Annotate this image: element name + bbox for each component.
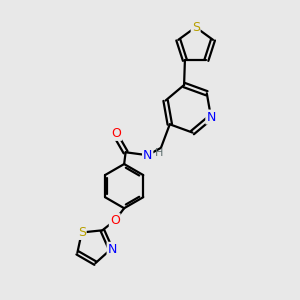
Text: O: O: [111, 127, 121, 140]
Text: N: N: [143, 149, 152, 162]
Text: H: H: [155, 148, 163, 158]
Text: O: O: [110, 214, 120, 227]
Text: N: N: [108, 243, 117, 256]
Text: N: N: [206, 110, 216, 124]
Text: S: S: [192, 21, 200, 34]
Text: S: S: [78, 226, 86, 239]
